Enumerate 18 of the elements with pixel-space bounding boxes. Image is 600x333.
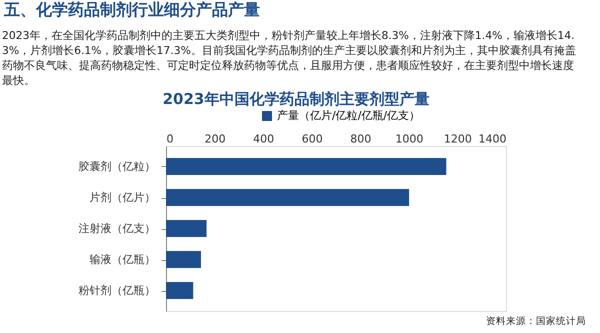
x-tick-label: 0 — [166, 132, 174, 146]
legend-label: 产量（亿片/亿粒/亿瓶/亿支） — [277, 109, 420, 122]
x-tick-label: 200 — [204, 132, 226, 146]
text: 五、化学药品制剂行业细分产品产量 — [3, 0, 260, 19]
y-tick-label: 胶囊剂（亿粒） — [78, 160, 156, 173]
x-tick-label: 1200 — [444, 132, 472, 146]
text: 资料来源：国家统计局 — [486, 315, 586, 327]
x-tick-label: 600 — [302, 132, 323, 146]
y-tick-label: 片剂（亿片） — [90, 191, 156, 204]
y-tick-label: 输液（亿瓶） — [90, 253, 156, 266]
y-tick-label: 粉针剂（亿瓶） — [78, 284, 156, 297]
chart-title: 2023年中国化学药品制剂主要剂型产量 — [162, 90, 430, 108]
x-tick-label: 1000 — [395, 132, 424, 146]
y-tick-label: 注射液（亿支） — [78, 222, 156, 235]
x-tick-label: 400 — [253, 132, 274, 146]
x-tick-label: 1400 — [478, 132, 506, 146]
x-tick-label: 800 — [350, 132, 372, 146]
text: 2023年，在全国化学药品制剂中的主要五大类剂型中，粉针剂产量较上年增长8.3%，注射液下降1.4%，输液增长14.3%，片剂增长6.1%，胶囊增长17.3%。目前我国化学药品制剂的生产主要以胶囊剂和片剂为主，其中胶囊剂具有掩盖药物不良气味、提高药物稳定性、可定时定位释放药物等优点，且服用方便，患者顺应性较好，在主要剂型中增长速度最快。 — [2, 29, 576, 87]
